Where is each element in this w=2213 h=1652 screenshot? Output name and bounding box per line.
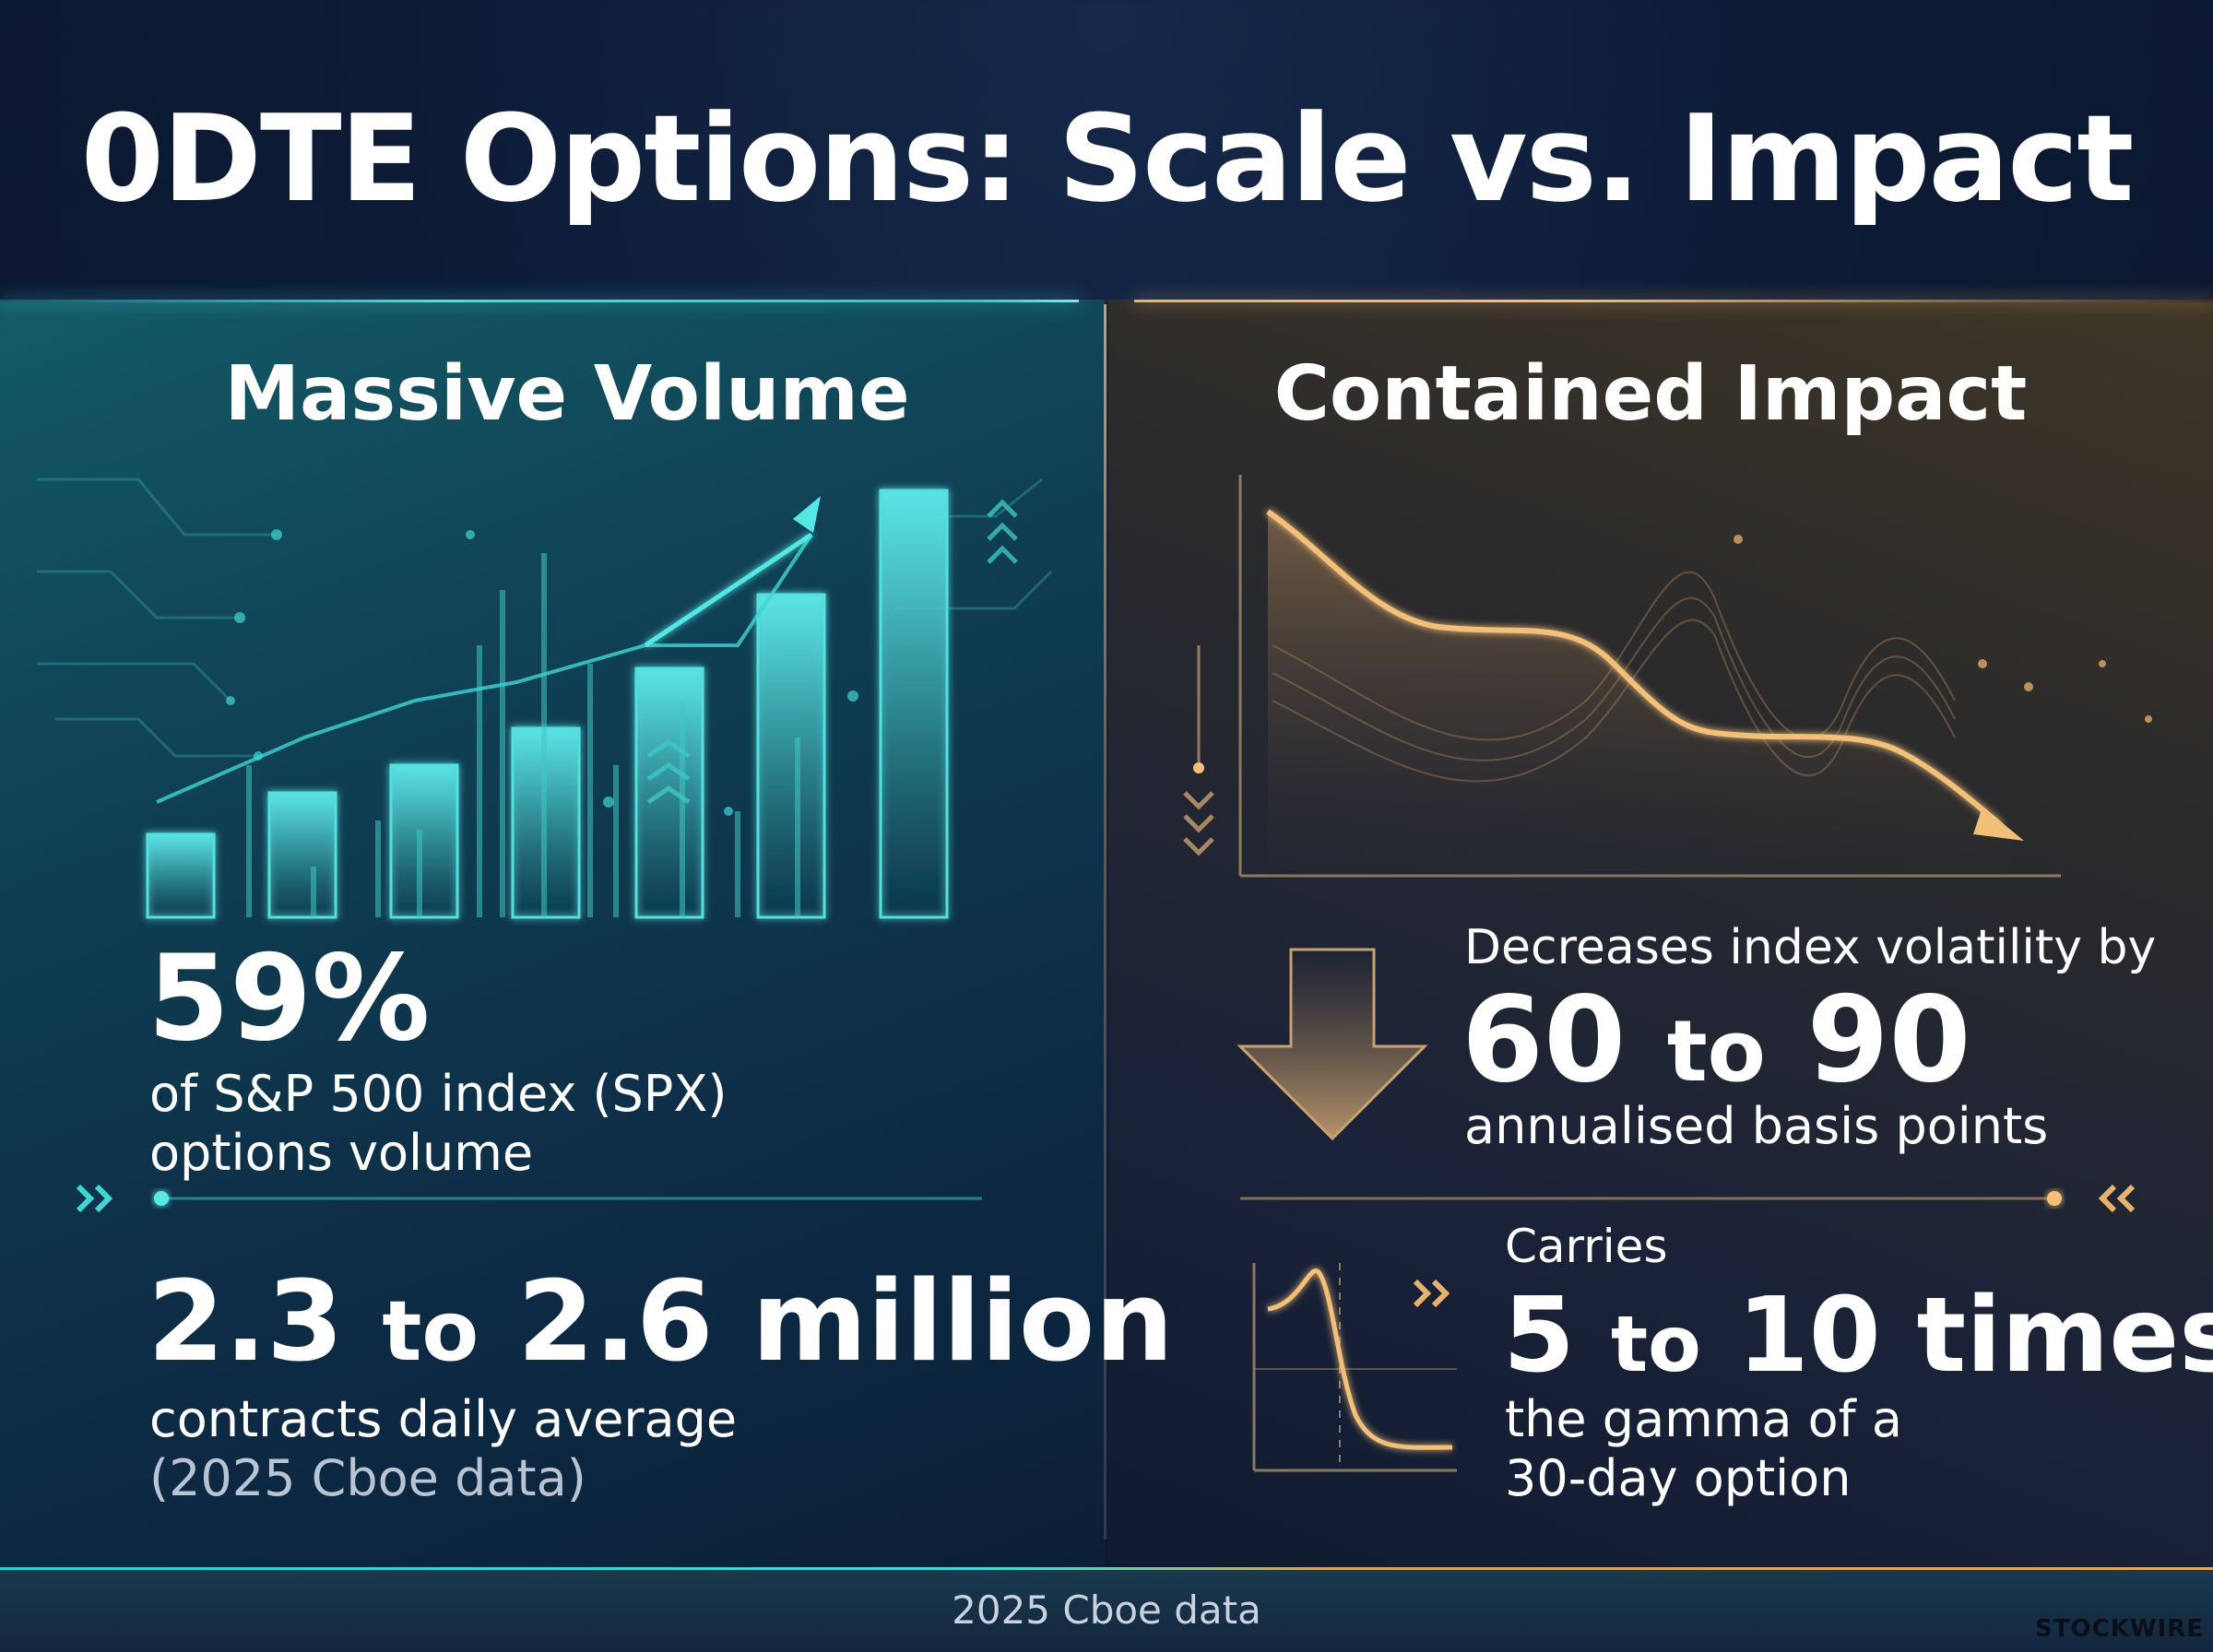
trend-line — [156, 533, 813, 804]
left-heading: Massive Volume — [224, 350, 910, 438]
chevron-right-icon — [76, 1184, 113, 1213]
chevron-left-icon — [2098, 1184, 2136, 1213]
right-stat1-intro: Decreases index volatility by — [1464, 920, 2157, 975]
right-stat2-from: 5 — [1503, 1276, 1575, 1396]
left-stat2-from: 2.3 — [148, 1258, 344, 1386]
left-stat1-value: 59% — [148, 930, 431, 1068]
right-stat1-to-word: to — [1666, 1002, 1766, 1101]
right-stat1-from: 60 — [1462, 972, 1627, 1109]
watermark: STOCKWIRE — [2035, 1615, 2204, 1643]
right-stat2-to-word: to — [1610, 1299, 1701, 1389]
right-panel — [1108, 300, 2213, 1572]
page-title: 0DTE Options: Scale vs. Impact — [80, 88, 2135, 229]
left-stat2-line2: (2025 Cboe data) — [149, 1448, 586, 1507]
panel-top-glow-left — [0, 300, 1079, 302]
left-stat1-line2: options volume — [149, 1123, 534, 1182]
right-stat2-value: 5 to 10 times — [1503, 1284, 2213, 1387]
left-stat2-to: 2.6 million — [517, 1258, 1174, 1386]
volume-bars — [146, 489, 949, 919]
right-stat1-value: 60 to 90 — [1462, 982, 1971, 1100]
panel-top-glow-right — [1134, 300, 2213, 302]
right-stat2-line1: the gamma of a — [1505, 1390, 1902, 1448]
arrow-down-icon — [1237, 948, 1428, 1141]
left-stat1-line1: of S&P 500 index (SPX) — [149, 1065, 728, 1123]
left-stat2-desc: contracts daily average (2025 Cboe data) — [149, 1390, 737, 1507]
center-divider — [1104, 304, 1106, 1540]
right-stat1-to: 90 — [1806, 972, 1971, 1109]
gamma-chart — [1252, 1263, 1457, 1472]
right-stat2-line2: 30-day option — [1505, 1448, 1852, 1507]
left-stat2-value: 2.3 to 2.6 million — [148, 1268, 1174, 1378]
right-stat2-intro: Carries — [1505, 1220, 1668, 1273]
right-stat2-to: 10 times — [1736, 1276, 2213, 1396]
chevron-right-icon — [1413, 1279, 1450, 1308]
left-stat1-desc: of S&P 500 index (SPX) options volume — [149, 1065, 727, 1182]
right-stat2-desc: the gamma of a 30-day option — [1505, 1390, 1902, 1507]
volatility-chart — [1238, 475, 2061, 878]
footer-line — [0, 1567, 2213, 1570]
chevron-up-icon — [646, 499, 1018, 805]
left-stat2-line1: contracts daily average — [149, 1390, 738, 1448]
right-stat1-line1: annualised basis points — [1464, 1097, 2049, 1155]
footer-bar — [0, 1567, 2213, 1652]
thin-bars — [246, 553, 800, 917]
chevron-down-icon — [1183, 791, 1214, 856]
left-stat2-to-word: to — [382, 1283, 479, 1380]
right-heading: Contained Impact — [1273, 350, 2028, 438]
footer-source: 2025 Cboe data — [952, 1587, 1261, 1633]
